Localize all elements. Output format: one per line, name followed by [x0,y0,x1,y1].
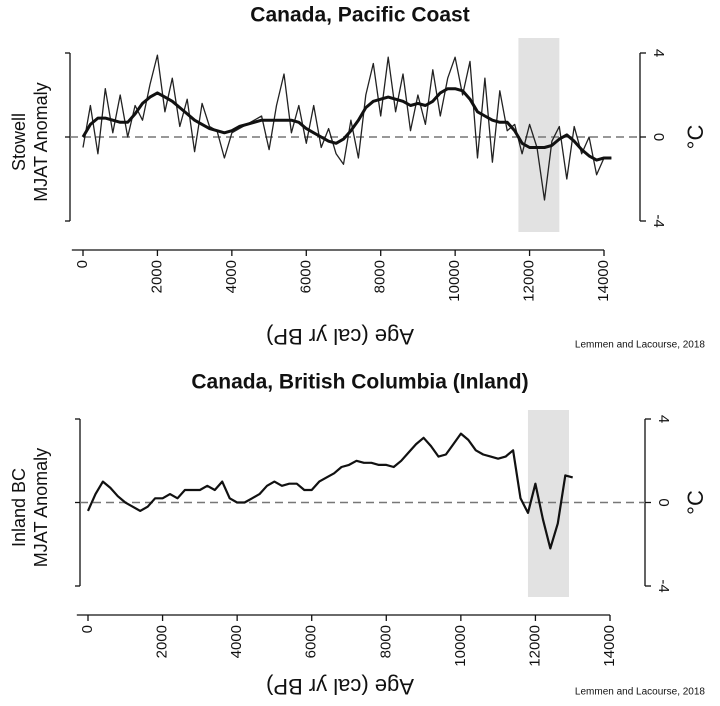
x-tick-label: 14000 [595,260,612,302]
shaded-region [527,410,569,597]
y-tick-label: 4 [650,49,667,57]
y2-axis-label: °C [683,490,708,515]
y-axis-label: MJAT Anomaly [31,82,51,201]
y-axis-label: Inland BC [9,468,29,547]
x-tick-label: 4000 [223,260,240,293]
x-tick-label: 14000 [601,625,618,667]
x-axis-label: Age (cal yr BP) [266,674,414,699]
x-tick-label: 2000 [154,625,171,658]
x-tick-label: 8000 [372,260,389,293]
y2-axis-label: °C [683,125,708,150]
x-tick-label: 12000 [521,260,538,302]
x-tick-label: 6000 [297,260,314,293]
y-axis-label: Stowell [9,113,29,171]
x-tick-label: 6000 [303,625,320,658]
x-tick-label: 0 [79,625,96,633]
x-axis-label: Age (cal yr BP) [266,324,414,349]
x-tick-label: 10000 [446,260,463,302]
data-line [81,87,612,162]
y-tick-label: 4 [655,415,672,423]
x-tick-label: 0 [74,260,91,268]
y-axis-label: MJAT Anomaly [31,448,51,567]
x-tick-label: 2000 [148,260,165,293]
y-tick-label: 0 [655,498,672,506]
y-tick-label: 0 [650,133,667,141]
source-note: Lemmen and Lacourse, 2018 [575,340,706,351]
x-tick-label: 12000 [526,625,543,667]
x-tick-label: 8000 [377,625,394,658]
shaded-region [518,38,560,232]
data-line [86,432,573,550]
source-note: Lemmen and Lacourse, 2018 [575,687,706,698]
x-tick-label: 10000 [452,625,469,667]
chart-title: Canada, Pacific Coast [250,4,469,27]
y-tick-label: -4 [655,579,672,592]
data-line [82,54,612,201]
x-tick-label: 4000 [228,625,245,658]
y-tick-label: -4 [650,214,667,227]
chart-title: Canada, British Columbia (Inland) [191,371,528,394]
